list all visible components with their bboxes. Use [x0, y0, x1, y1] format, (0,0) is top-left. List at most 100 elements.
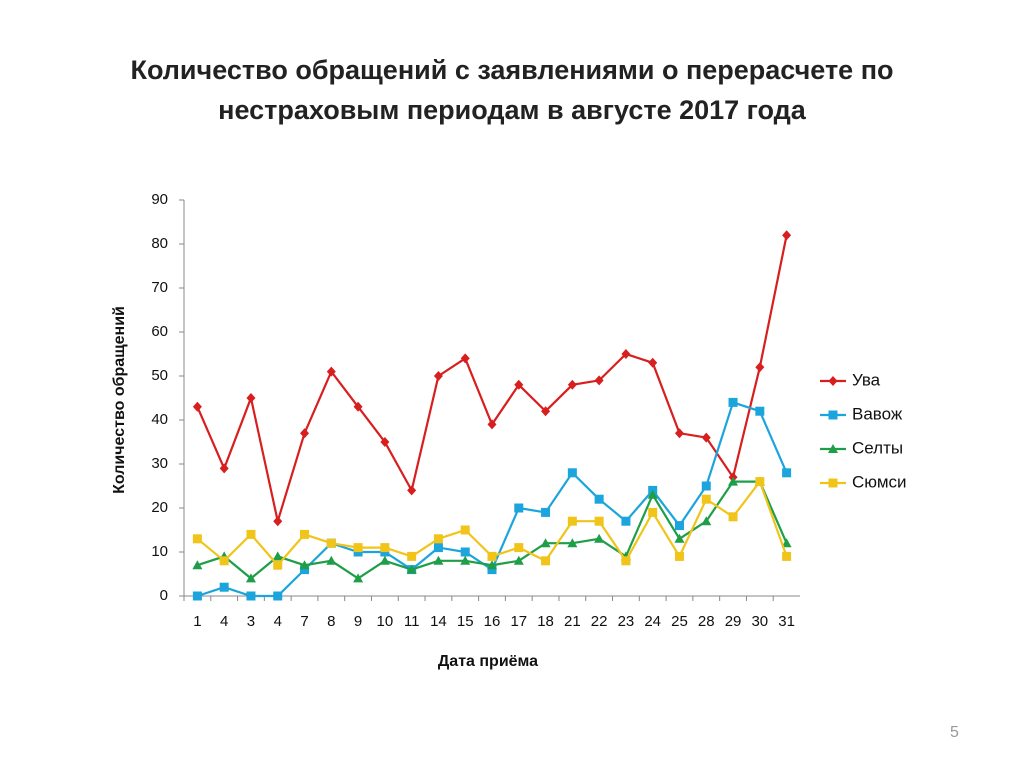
marker: [828, 410, 838, 420]
x-tick-label: 9: [354, 613, 362, 630]
marker: [674, 428, 684, 439]
x-tick-label: 14: [430, 613, 447, 630]
marker: [192, 560, 203, 570]
marker: [353, 573, 364, 583]
marker: [326, 555, 337, 565]
marker: [433, 534, 443, 544]
page-number: 5: [950, 724, 959, 741]
x-tick-label: 31: [778, 613, 795, 630]
marker: [219, 556, 229, 566]
marker: [540, 538, 551, 548]
marker: [353, 401, 363, 412]
legend-label: Селты: [852, 438, 903, 457]
marker: [406, 564, 417, 574]
legend-label: Сюмси: [852, 472, 907, 491]
marker: [594, 533, 605, 543]
marker: [273, 591, 283, 601]
marker: [594, 375, 604, 386]
marker: [701, 432, 711, 443]
slide-title: Количество обращений с заявлениями о пер…: [130, 55, 894, 125]
x-tick-label: 23: [618, 613, 635, 630]
y-tick-label: 60: [151, 323, 168, 340]
marker: [647, 489, 658, 499]
marker: [674, 533, 685, 543]
marker: [755, 406, 765, 416]
marker: [594, 494, 604, 504]
legend-label: Ува: [852, 370, 881, 389]
marker: [648, 507, 658, 517]
y-tick-label: 30: [151, 455, 168, 472]
marker: [300, 529, 310, 539]
marker: [300, 565, 310, 575]
marker: [828, 478, 838, 488]
marker: [460, 525, 470, 535]
marker: [782, 230, 792, 241]
x-axis-label: Дата приёма: [438, 653, 538, 670]
x-tick-label: 15: [457, 613, 474, 630]
marker: [828, 376, 838, 386]
marker: [326, 366, 336, 377]
marker: [407, 551, 417, 561]
x-tick-label: 22: [591, 613, 608, 630]
x-tick-label: 7: [300, 613, 308, 630]
marker: [755, 477, 765, 487]
marker: [487, 560, 497, 570]
marker: [514, 543, 524, 553]
x-tick-label: 29: [725, 613, 742, 630]
y-axis-label: Количество обращений: [111, 306, 128, 494]
x-tick-label: 28: [698, 613, 715, 630]
marker: [246, 393, 256, 403]
marker: [728, 397, 738, 407]
marker: [433, 543, 443, 553]
marker: [828, 444, 838, 453]
marker: [487, 419, 497, 430]
marker: [514, 503, 524, 513]
marker: [460, 547, 470, 557]
series-line: [196, 234, 788, 526]
marker: [594, 516, 604, 526]
marker: [326, 538, 336, 548]
y-tick-label: 80: [151, 235, 168, 252]
marker: [246, 591, 256, 601]
x-tick-label: 17: [510, 613, 527, 630]
y-tick-label: 0: [160, 587, 168, 604]
marker: [192, 401, 202, 412]
marker: [192, 534, 202, 544]
marker: [514, 379, 524, 390]
marker: [621, 556, 631, 566]
marker: [487, 551, 497, 561]
y-tick-label: 10: [151, 543, 168, 560]
marker: [513, 555, 524, 565]
y-tick-label: 40: [151, 411, 168, 428]
marker: [674, 521, 684, 531]
x-tick-label: 30: [751, 613, 768, 630]
x-tick-label: 25: [671, 613, 688, 630]
marker: [728, 512, 738, 522]
marker: [567, 468, 577, 478]
marker: [541, 556, 551, 566]
marker: [621, 516, 631, 526]
marker: [219, 582, 229, 592]
x-tick-label: 11: [404, 613, 420, 630]
marker: [460, 555, 471, 565]
marker: [728, 476, 739, 486]
marker: [541, 406, 551, 417]
marker: [487, 565, 497, 575]
marker: [782, 468, 792, 478]
marker: [380, 437, 390, 447]
x-tick-label: 8: [327, 613, 335, 630]
marker: [781, 538, 792, 548]
legend-label: Вавож: [852, 404, 903, 423]
marker: [701, 516, 712, 526]
marker: [300, 428, 310, 439]
x-tick-label: 10: [377, 613, 394, 630]
marker: [567, 538, 578, 548]
x-tick-label: 4: [220, 613, 228, 630]
marker: [379, 555, 390, 565]
marker: [433, 371, 443, 381]
marker: [245, 573, 256, 583]
x-tick-label: 4: [274, 613, 282, 630]
marker: [299, 560, 310, 570]
